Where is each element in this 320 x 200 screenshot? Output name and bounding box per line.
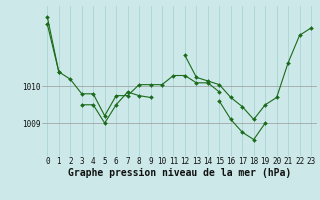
X-axis label: Graphe pression niveau de la mer (hPa): Graphe pression niveau de la mer (hPa) xyxy=(68,168,291,178)
